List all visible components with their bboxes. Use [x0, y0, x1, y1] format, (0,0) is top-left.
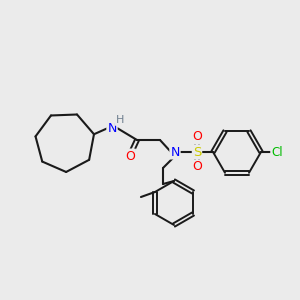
Text: S: S: [193, 146, 201, 158]
Text: N: N: [107, 122, 117, 134]
Text: N: N: [170, 146, 180, 158]
Text: O: O: [192, 160, 202, 173]
Text: O: O: [192, 130, 202, 143]
Text: H: H: [116, 115, 124, 125]
Text: O: O: [125, 149, 135, 163]
Text: Cl: Cl: [271, 146, 283, 158]
